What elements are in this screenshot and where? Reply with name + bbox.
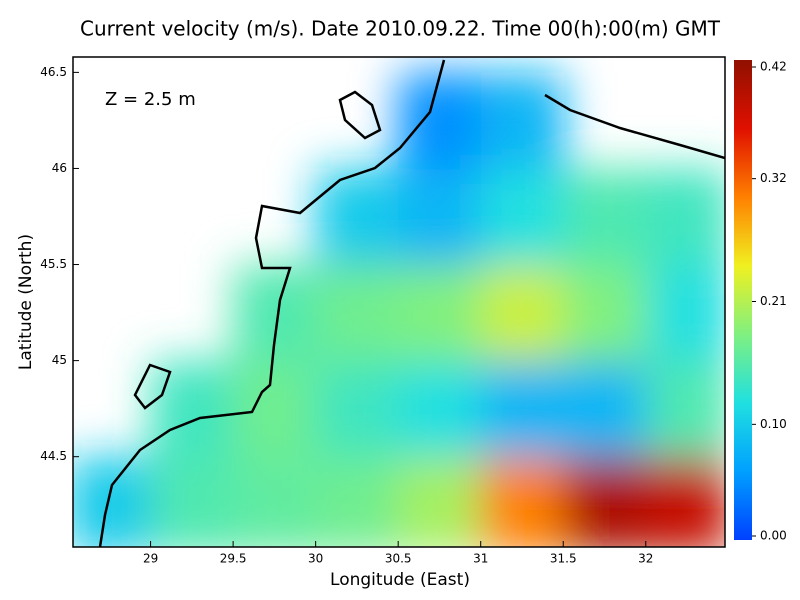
colorbar-tick-label: 0.10 [760,417,787,431]
colorbar [734,60,752,540]
velocity-cell [480,360,565,458]
velocity-cell [233,360,317,458]
velocity-cell [315,456,400,547]
velocity-cell [563,456,647,547]
velocity-cell [150,360,235,458]
velocity-cell [645,360,725,458]
coastline [98,59,725,547]
colorbar-tick-label: 0.42 [760,60,787,74]
velocity-cell [150,456,235,547]
velocity-cell [315,360,400,458]
velocity-cell [315,264,400,362]
velocity-cell [480,72,565,170]
plot-frame [72,56,726,548]
y-tick-label: 45.5 [40,257,67,271]
x-tick-label: 31.5 [550,552,577,566]
x-tick-label: 30 [308,552,323,566]
y-tick-label: 46 [52,161,67,175]
velocity-cell [398,72,482,170]
colorbar-tick-label: 0.32 [760,171,787,185]
velocity-cell [563,264,647,362]
velocity-cell [73,456,152,547]
x-axis-label: Longitude (East) [330,570,470,590]
velocity-cell [398,456,482,547]
velocity-cell [645,456,725,547]
velocity-cell [233,456,317,547]
velocity-cell [480,168,565,266]
x-tick-label: 29 [143,552,158,566]
x-tick-label: 30.5 [385,552,412,566]
x-tick-label: 32 [638,552,653,566]
velocity-cell [480,264,565,362]
velocity-cell [645,168,725,266]
velocity-cell [315,168,400,266]
colorbar-tick-label: 0.21 [760,294,787,308]
velocity-cell [398,360,482,458]
velocity-cell [398,168,482,266]
velocity-cell [563,168,647,266]
x-tick-label: 31 [473,552,488,566]
velocity-cell [645,264,725,362]
velocity-field [73,72,725,547]
chart-title: Current velocity (m/s). Date 2010.09.22.… [80,17,721,41]
y-tick-label: 46.5 [40,65,67,79]
y-tick-label: 44.5 [40,449,67,463]
colorbar-tick-label: 0.00 [760,529,787,543]
y-tick-label: 45 [52,353,67,367]
velocity-cell [563,360,647,458]
velocity-cell [398,264,482,362]
depth-annotation: Z = 2.5 m [105,89,196,110]
x-tick-label: 29.5 [220,552,247,566]
velocity-cell [480,456,565,547]
y-axis-label: Latitude (North) [16,234,36,370]
